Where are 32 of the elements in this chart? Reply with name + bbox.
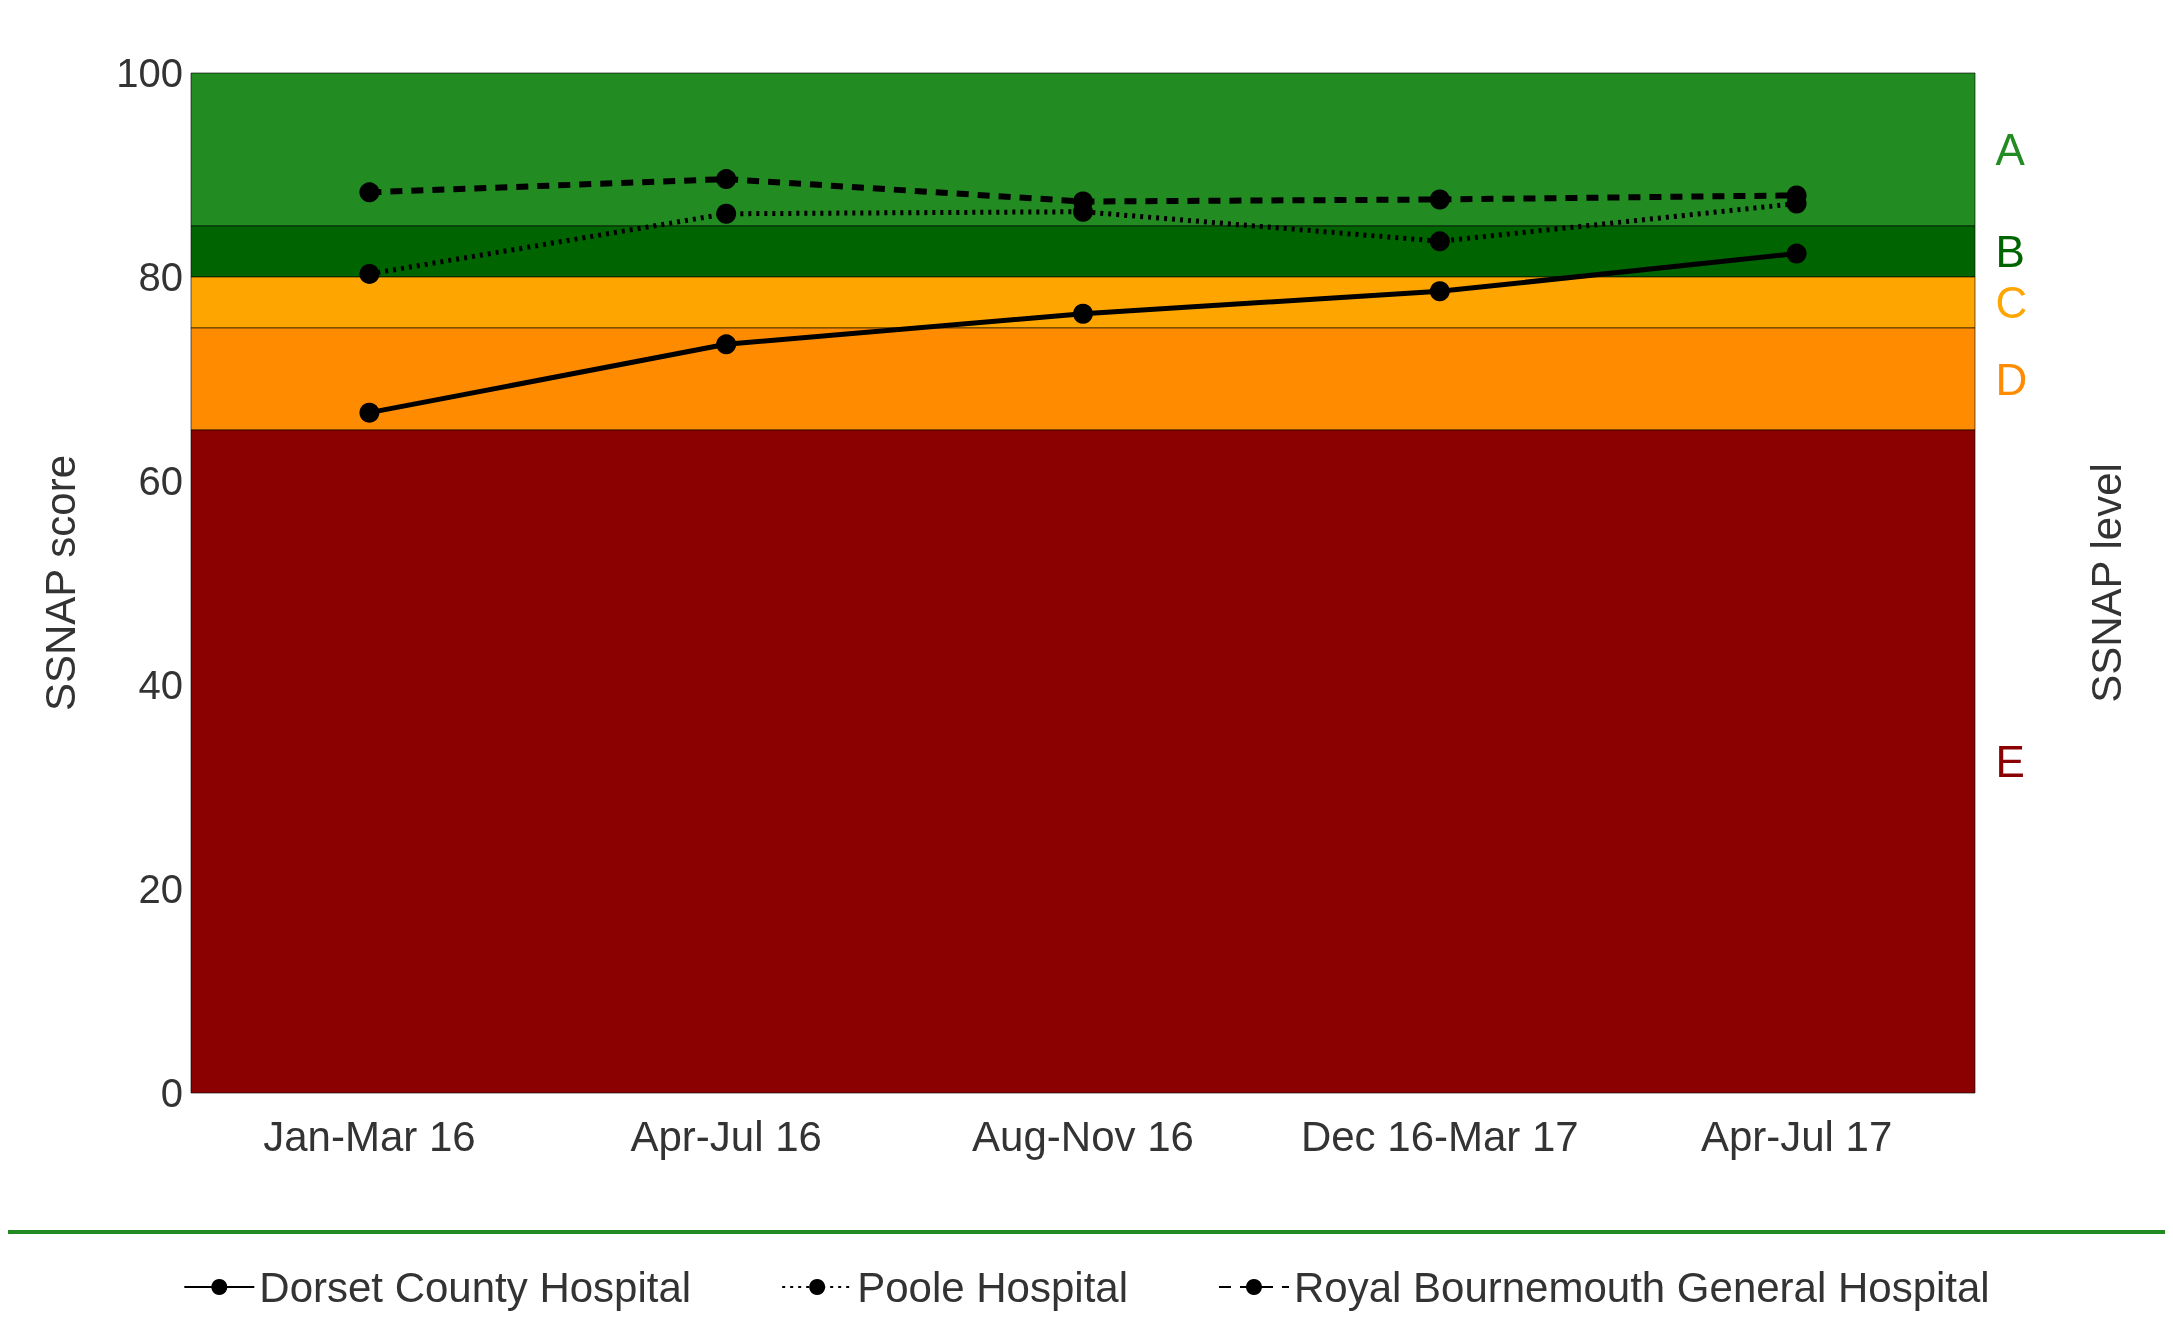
x-tick-label: Aug-Nov 16 xyxy=(972,1112,1194,1160)
point xyxy=(359,182,380,203)
point xyxy=(359,402,380,423)
y-tick-label: 0 xyxy=(160,1071,183,1115)
band-label: B xyxy=(1995,227,2025,276)
x-tick-label: Jan-Mar 16 xyxy=(263,1112,476,1160)
band-label: A xyxy=(1995,125,2026,174)
point xyxy=(1429,189,1450,210)
legend-label: Royal Bournemouth General Hospital xyxy=(1293,1263,1990,1311)
point xyxy=(1786,243,1807,264)
y-tick-label: 60 xyxy=(138,459,183,503)
y-tick-label: 100 xyxy=(116,51,183,95)
y-tick-label: 20 xyxy=(138,867,183,911)
band-label: E xyxy=(1995,737,2025,786)
band-label: D xyxy=(1995,354,2028,404)
point xyxy=(359,263,380,284)
y-axis-title: SSNAP score xyxy=(36,455,84,711)
point xyxy=(1429,281,1450,302)
point xyxy=(716,169,737,190)
point xyxy=(1429,231,1450,252)
legend-label: Poole Hospital xyxy=(857,1263,1128,1311)
band-label: C xyxy=(1995,278,2028,327)
x-tick-label: Apr-Jul 17 xyxy=(1700,1112,1893,1160)
x-tick-label: Apr-Jul 16 xyxy=(630,1112,822,1160)
y2-axis-title: SSNAP level xyxy=(2082,463,2130,703)
point xyxy=(716,334,737,355)
point xyxy=(716,203,737,224)
legend-label: Dorset County Hospital xyxy=(259,1263,692,1311)
y-tick-label: 80 xyxy=(138,255,183,299)
point xyxy=(1073,303,1093,324)
x-tick-label: Dec 16-Mar 17 xyxy=(1300,1112,1579,1160)
y-tick-label: 40 xyxy=(138,663,183,707)
